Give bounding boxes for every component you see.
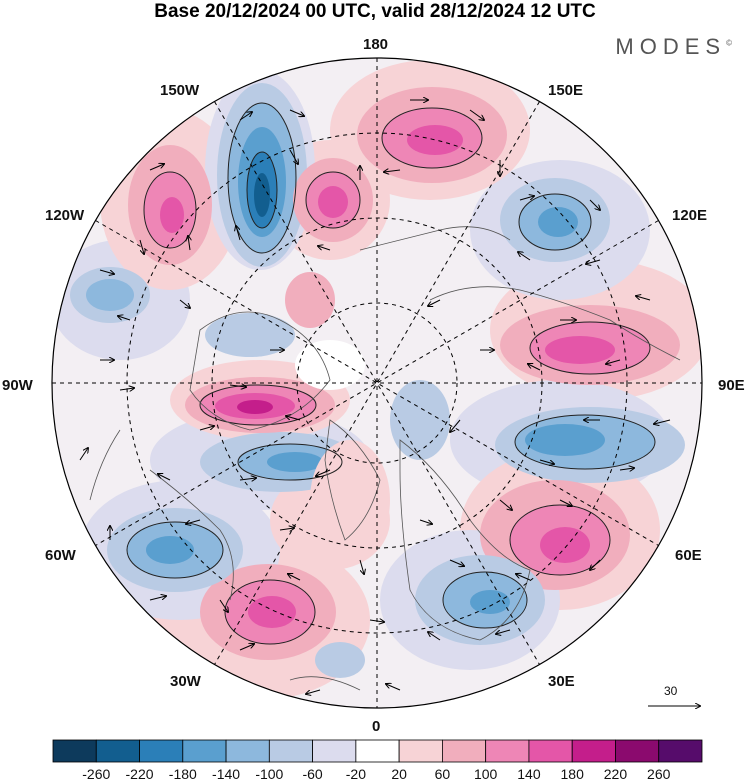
brand-logo: MODES©	[615, 34, 732, 60]
wind-vectors	[79, 100, 671, 694]
graticule	[52, 58, 702, 708]
map-border	[51, 57, 703, 709]
lon-label-180: 180	[363, 36, 389, 53]
lon-label-0: 0	[372, 718, 381, 735]
vector-scale-value: 30	[664, 684, 678, 698]
lon-label-60w: 60W	[45, 547, 76, 564]
colorbar-tick-label: -20	[345, 766, 366, 782]
colorbar	[52, 739, 703, 763]
colorbar-swatch	[95, 739, 140, 763]
lon-label-30e: 30E	[548, 673, 575, 690]
colorbar-swatch	[398, 739, 443, 763]
colorbar-tick-label: 180	[560, 766, 584, 782]
colorbar-swatch	[139, 739, 184, 763]
colorbar-swatch	[485, 739, 530, 763]
colorbar-tick-label: 20	[391, 766, 407, 782]
colorbar-swatch	[571, 739, 616, 763]
colorbar-tick-label: -140	[212, 766, 241, 782]
colorbar-tick-label: 60	[434, 766, 451, 782]
colorbar-swatch	[355, 739, 400, 763]
colorbar-tick-label: 100	[473, 766, 498, 782]
colorbar-swatch	[182, 739, 227, 763]
brand-mark: ©	[726, 38, 732, 48]
colorbar-tick-label: -180	[168, 766, 197, 782]
colorbar-tick-label: -220	[125, 766, 154, 782]
colorbar-swatch	[225, 739, 270, 763]
colorbar-tick-label: 220	[603, 766, 628, 782]
colorbar-tick-label: -60	[302, 766, 323, 782]
lon-label-90w: 90W	[2, 377, 33, 394]
lon-label-120w: 120W	[45, 207, 85, 224]
colorbar-swatch	[268, 739, 314, 763]
colorbar-swatch	[658, 739, 703, 763]
colorbar-swatch	[441, 739, 487, 763]
coastlines	[89, 226, 681, 691]
colorbar-swatch	[528, 739, 573, 763]
lon-label-30w: 30W	[170, 673, 201, 690]
brand-text: MODES	[615, 34, 727, 59]
lon-label-120e: 120E	[672, 207, 708, 224]
lon-label-90e: 90E	[718, 377, 745, 394]
colorbar-tick-label: -260	[82, 766, 111, 782]
map-title: Base 20/12/2024 00 UTC, valid 28/12/2024…	[154, 1, 596, 22]
colorbar-tick-label: 260	[647, 766, 671, 782]
lon-label-60e: 60E	[675, 547, 702, 564]
lon-label-150e: 150E	[548, 82, 584, 99]
lon-label-150w: 150W	[160, 82, 200, 99]
colorbar-swatch	[52, 739, 97, 763]
colorbar-tick-label: 140	[517, 766, 541, 782]
colorbar-tick-label: -100	[255, 766, 284, 782]
colorbar-swatch	[615, 739, 660, 763]
colorbar-swatch	[312, 739, 357, 763]
contour-lines	[126, 102, 656, 645]
